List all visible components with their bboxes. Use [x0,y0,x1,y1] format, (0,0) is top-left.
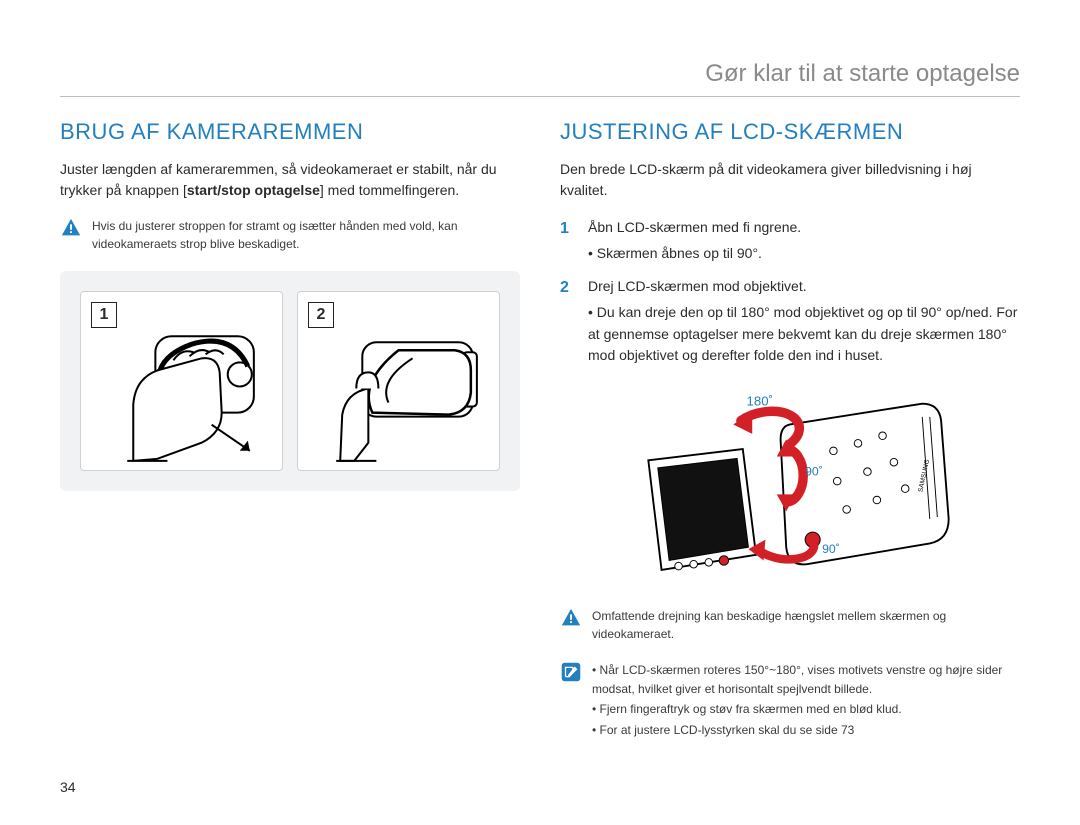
right-column: JUSTERING AF LCD-SKÆRMEN Den brede LCD-s… [560,119,1020,760]
angle-180-label: 180˚ [747,394,773,409]
right-heading: JUSTERING AF LCD-SKÆRMEN [560,119,1020,145]
strap-panel-1: 1 [80,291,283,471]
step-2-number: 2 [560,276,578,367]
strap-figure-box: 1 2 [60,271,520,491]
left-body-post: ] med tommelfingeren. [320,182,459,198]
page-header-title: Gør klar til at starte optagelse [60,60,1020,97]
left-body-bold: start/stop optagelse [187,182,320,198]
step-2-text: Drej LCD-skærmen mod objektivet. [588,278,807,294]
note-item-2: Fjern fingeraftryk og støv fra skærmen m… [592,700,1020,719]
note-list: Når LCD-skærmen roteres 150°~180°, vises… [592,661,1020,741]
left-caution-text: Hvis du justerer stroppen for stramt og … [92,217,520,253]
content-columns: BRUG AF KAMERAREMMEN Juster længden af k… [60,119,1020,760]
right-notes: Når LCD-skærmen roteres 150°~180°, vises… [560,661,1020,741]
right-caution: Omfattende drejning kan beskadige hængsl… [560,607,1020,643]
caution-icon [560,607,582,629]
left-caution: Hvis du justerer stroppen for stramt og … [60,217,520,253]
strap-illustration-2: SAMSUNG [298,292,499,473]
step-1: 1 Åbn LCD-skærmen med fi ngrene. Skærmen… [560,217,1020,264]
left-column: BRUG AF KAMERAREMMEN Juster længden af k… [60,119,520,760]
left-body: Juster længden af kameraremmen, så video… [60,159,520,201]
lcd-figure: SAMSUNG [560,379,1020,587]
step-1-number: 1 [560,217,578,264]
note-item-3: For at justere LCD-lysstyrken skal du se… [592,721,1020,740]
lcd-illustration: SAMSUNG [620,379,960,587]
step-2: 2 Drej LCD-skærmen mod objektivet. Du ka… [560,276,1020,367]
left-heading: BRUG AF KAMERAREMMEN [60,119,520,145]
strap-panel-2: 2 SAMSUNG [297,291,500,471]
angle-90-top-label: 90˚ [805,465,823,479]
note-icon [560,661,582,683]
right-caution-text: Omfattende drejning kan beskadige hængsl… [592,607,1020,643]
note-item-1: Når LCD-skærmen roteres 150°~180°, vises… [592,661,1020,698]
page-number: 34 [60,779,76,795]
step-1-text: Åbn LCD-skærmen med fi ngrene. [588,219,801,235]
caution-icon [60,217,82,239]
step-2-bullet-1: Du kan dreje den op til 180° mod objekti… [588,302,1020,367]
strap-illustration-1 [81,292,282,473]
step-1-bullet-1: Skærmen åbnes op til 90°. [588,243,1020,265]
angle-90-bottom-label: 90˚ [822,542,840,556]
right-intro: Den brede LCD-skærm på dit videokamera g… [560,159,1020,201]
step-list: 1 Åbn LCD-skærmen med fi ngrene. Skærmen… [560,217,1020,367]
